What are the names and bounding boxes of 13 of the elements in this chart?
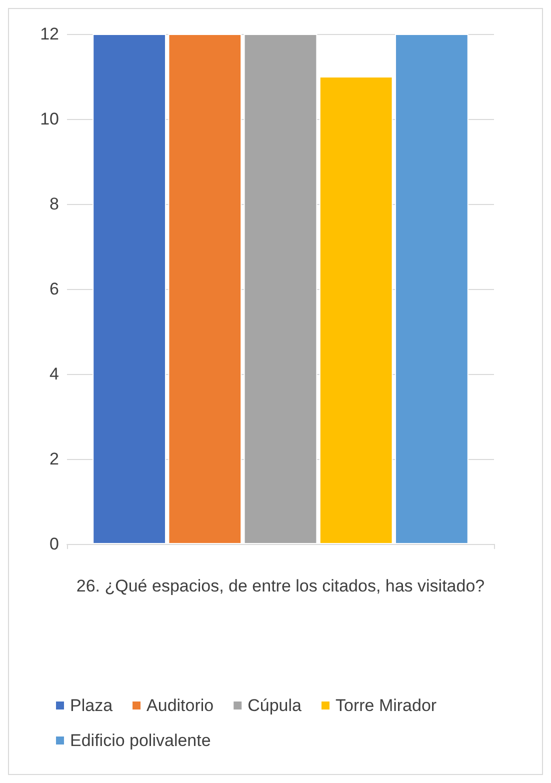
- legend-label: Edificio polivalente: [70, 731, 211, 750]
- y-tick-label: 8: [50, 194, 59, 214]
- x-axis-title: 26. ¿Qué espacios, de entre los citados, has visitado?: [76, 576, 485, 596]
- legend-label: Auditorio: [146, 696, 214, 715]
- y-tick-label: 0: [50, 534, 59, 554]
- legend-label: Torre Mirador: [335, 696, 437, 715]
- legend-label: Plaza: [70, 696, 114, 715]
- y-tick-label: 10: [40, 110, 59, 128]
- legend-label: Cúpula: [248, 696, 302, 715]
- y-tick-label: 4: [50, 364, 59, 384]
- y-tick-label: 6: [50, 280, 59, 298]
- y-tick-label: 12: [40, 24, 59, 44]
- y-tick-label: 2: [50, 450, 59, 468]
